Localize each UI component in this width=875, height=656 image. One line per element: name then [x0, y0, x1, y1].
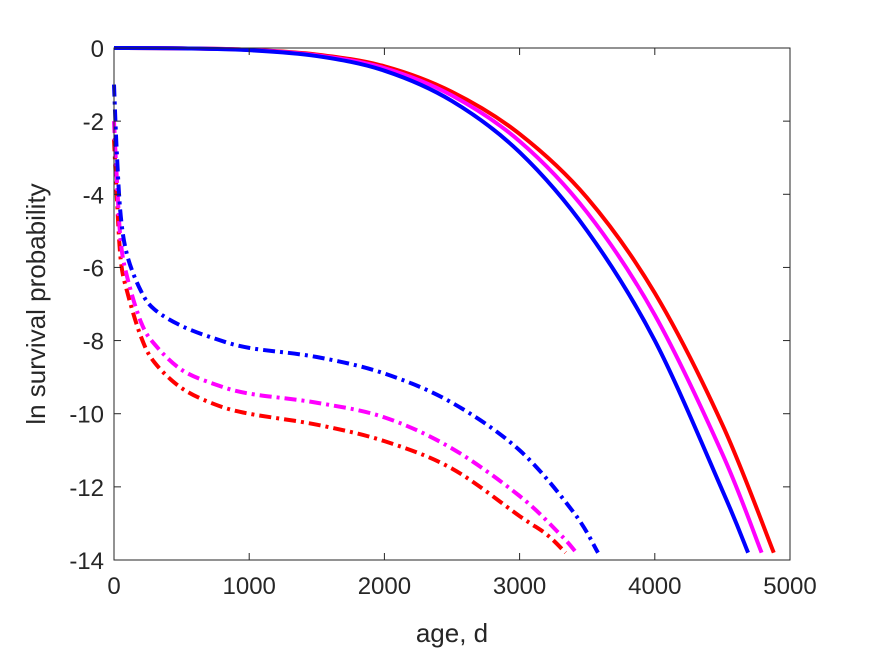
x-tick-label: 2000 [358, 573, 411, 600]
y-tick-label: -14 [69, 548, 104, 575]
y-tick-label: -10 [69, 402, 104, 429]
y-tick-label: -4 [83, 182, 104, 209]
series-line-dashdot-5 [112, 121, 578, 555]
plot-area-box [113, 47, 791, 561]
y-tick-label: 0 [91, 36, 104, 63]
y-tick-label: -8 [83, 329, 104, 356]
x-tick-label: 5000 [763, 573, 816, 600]
series-line-dashdot-6 [112, 84, 600, 554]
x-tick-label: 0 [107, 573, 120, 600]
ticks-layer: 0 1000 2000 3000 4000 5000 0 -2 -4 -6 -8 -10 -12 -14 [69, 36, 816, 600]
y-axis-label: ln survival probability [21, 183, 51, 424]
y-tick-label: -6 [83, 255, 104, 282]
series-line-dashdot-4 [112, 139, 567, 555]
y-tick-label: -2 [83, 109, 104, 136]
x-tick-label: 1000 [223, 573, 276, 600]
series-layer [112, 46, 776, 555]
series-line-solid-3 [113, 46, 750, 554]
x-tick-label: 3000 [493, 573, 546, 600]
x-axis-label: age, d [416, 618, 488, 648]
x-tick-label: 4000 [628, 573, 681, 600]
y-tick-label: -12 [69, 475, 104, 502]
